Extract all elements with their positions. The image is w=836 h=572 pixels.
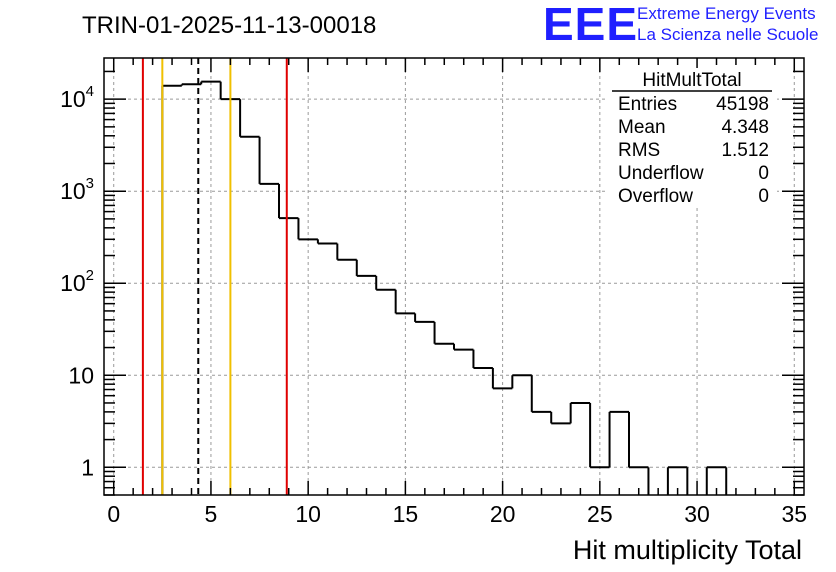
stats-value: 0 (758, 186, 769, 207)
chart-title: TRIN-01-2025-11-13-00018 (82, 12, 376, 39)
stats-value: 1.512 (721, 140, 769, 161)
plot-frame (103, 57, 805, 496)
x-tick-label: 0 (107, 501, 120, 527)
stats-label: Underflow (618, 163, 704, 184)
y-tick-label-exponent: 2 (86, 267, 94, 284)
stats-rows: Entries 45198 Mean 4.348 RMS 1.512 Underflow 0 O… (618, 94, 769, 207)
stats-box-title: HitMultTotal (642, 70, 741, 91)
y-tick-label-exponent: 4 (86, 83, 94, 100)
marker-lines (141, 58, 288, 495)
stats-value: 45198 (716, 94, 769, 115)
x-axis-label: Hit multiplicity Total (573, 535, 802, 565)
y-tick-label-exponent: 3 (86, 175, 94, 192)
x-tick-label: 35 (781, 501, 807, 527)
logo-line-1: Extreme Energy Events (637, 4, 816, 23)
stats-box: HitMultTotal Entries 45198 Mean 4.348 RMS 1.5… (607, 68, 777, 208)
x-tick-label: 10 (295, 501, 321, 527)
y-tick-label-base: 10 (60, 178, 86, 204)
x-axis: 0 5 10 15 20 25 30 35 (107, 58, 807, 527)
stats-value: 4.348 (721, 117, 769, 138)
plot-area-frame (103, 57, 805, 496)
x-tick-label: 15 (393, 501, 419, 527)
y-tick-label: 10 (68, 362, 94, 388)
stats-value: 0 (758, 163, 769, 184)
stats-label: Entries (618, 94, 677, 115)
logo-line-2: La Scienza nelle Scuole (637, 25, 818, 44)
x-tick-label: 5 (205, 501, 218, 527)
x-tick-label: 20 (490, 501, 516, 527)
x-tick-label: 25 (587, 501, 613, 527)
y-tick-label: 104 (60, 83, 94, 112)
y-tick-label: 103 (60, 175, 94, 204)
y-tick-label: 1 (81, 454, 94, 480)
eee-logo: EEE Extreme Energy Events La Scienza nel… (543, 0, 818, 50)
y-tick-label: 102 (60, 267, 94, 296)
stats-label: RMS (618, 140, 660, 161)
logo-mark: EEE (543, 0, 638, 50)
x-tick-label: 30 (684, 501, 710, 527)
stats-label: Overflow (618, 186, 693, 207)
y-tick-label-base: 10 (60, 270, 86, 296)
stats-label: Mean (618, 117, 666, 138)
y-tick-label-base: 10 (60, 86, 86, 112)
